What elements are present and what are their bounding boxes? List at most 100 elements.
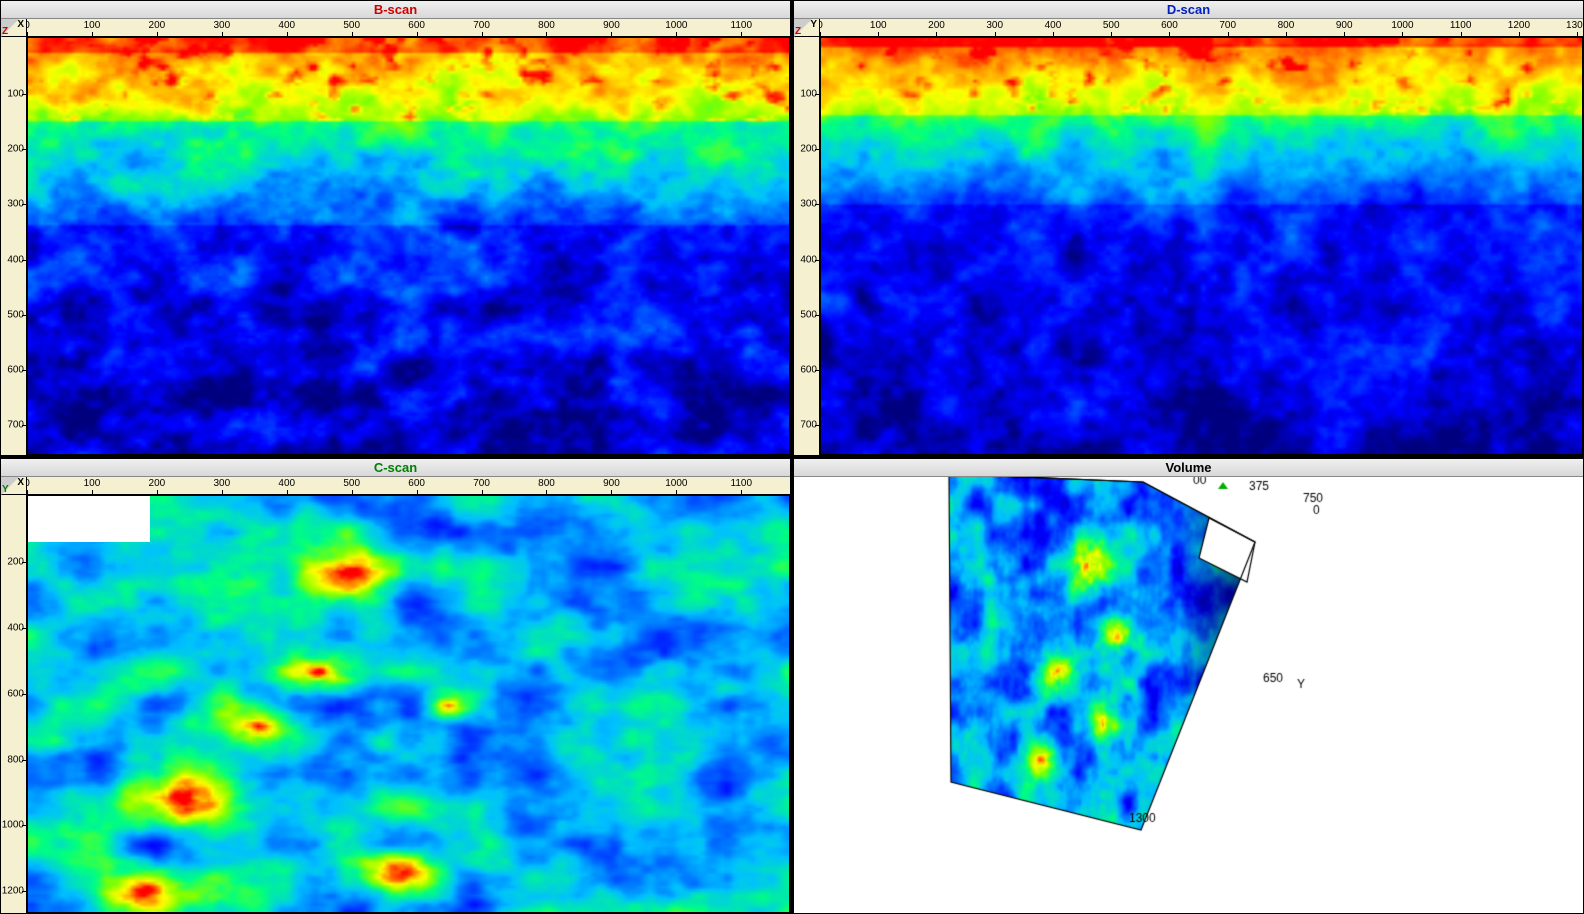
axis-tick-label: 1100 [1450,20,1472,31]
axis-tick-label: 100 [870,20,887,31]
axis-tick-mark [1169,32,1170,36]
axis-corner-cscan: X Y [1,477,27,495]
corner-y-label: Z [795,26,801,37]
axis-tick-label: 600 [7,688,24,699]
corner-y-label: Z [2,26,8,37]
heatmap-cscan[interactable] [27,495,790,913]
empty-region [28,496,150,542]
panel-bscan[interactable]: B-scan X Z 100200300400500600700 0100200… [0,0,791,456]
x-axis-dscan[interactable]: 0100200300400500600700800900100011001200… [820,19,1583,37]
y-axis-bscan[interactable]: 100200300400500600700 [1,19,27,455]
axis-corner-bscan: X Z [1,19,27,37]
axis-tick-mark [157,490,158,494]
axis-tick-label: 500 [343,478,360,489]
axis-tick-label: 200 [7,557,24,568]
axis-tick-label: 1000 [1391,20,1413,31]
axis-tick-label: 1000 [665,20,687,31]
panel-cscan[interactable]: C-scan X Y 20040060080010001200 01002003… [0,458,791,914]
axis-tick-label: 300 [7,199,24,210]
panel-dscan[interactable]: D-scan Y Z 100200300400500600700 0100200… [793,0,1584,456]
axis-tick-mark [92,490,93,494]
axis-tick-mark [676,32,677,36]
axis-tick-mark [1111,32,1112,36]
axis-tick-label: 800 [538,20,555,31]
axis-tick-mark [27,32,28,36]
axis-tick-mark [1461,32,1462,36]
axis-tick-label: 400 [7,623,24,634]
corner-x-label: X [17,19,24,30]
axis-tick-label: 700 [473,20,490,31]
axis-tick-mark [1053,32,1054,36]
axis-tick-mark [1286,32,1287,36]
axis-tick-label: 1100 [731,478,753,489]
axis-tick-label: 600 [408,20,425,31]
heatmap-bscan[interactable] [27,37,790,455]
axis-tick-mark [417,490,418,494]
panel-title-dscan: D-scan [794,1,1583,19]
heatmap-canvas [821,38,1582,454]
axis-tick-label: 700 [800,420,817,431]
axis-tick-label: 200 [149,20,166,31]
axis-tick-mark [995,32,996,36]
axis-tick-label: 600 [408,478,425,489]
axis-tick-mark [287,490,288,494]
y-axis-cscan[interactable]: 20040060080010001200 [1,477,27,913]
corner-y-label: Y [2,484,9,495]
axis-tick-mark [820,32,821,36]
axis-tick-mark [1344,32,1345,36]
axis-tick-label: 200 [800,144,817,155]
axis-tick-label: 200 [149,478,166,489]
corner-x-label: X [17,477,24,488]
axis-tick-label: 1200 [2,886,24,897]
axis-tick-label: 700 [473,478,490,489]
axis-tick-label: 600 [800,364,817,375]
axis-tick-mark [352,32,353,36]
axis-tick-mark [482,490,483,494]
plot-cscan: X Y 20040060080010001200 010020030040050… [1,477,790,913]
axis-tick-mark [1228,32,1229,36]
heatmap-canvas [28,496,789,912]
axis-corner-dscan: Y Z [794,19,820,37]
axis-tick-label: 300 [213,478,230,489]
axis-tick-mark [27,490,28,494]
axis-tick-label: 300 [800,199,817,210]
axis-tick-mark [936,32,937,36]
axis-tick-mark [417,32,418,36]
axis-tick-label: 200 [928,20,945,31]
axis-tick-mark [1519,32,1520,36]
axis-tick-mark [611,490,612,494]
x-axis-cscan[interactable]: 010020030040050060070080090010001100 [27,477,790,495]
axis-tick-label: 400 [1045,20,1062,31]
axis-tick-label: 500 [343,20,360,31]
panel-volume[interactable]: Volume [793,458,1584,914]
axis-tick-label: 1300 [1566,20,1584,31]
axis-tick-label: 1200 [1508,20,1530,31]
axis-tick-label: 400 [278,20,295,31]
scan-grid: B-scan X Z 100200300400500600700 0100200… [0,0,1584,914]
axis-tick-label: 400 [278,478,295,489]
heatmap-canvas [28,38,789,454]
axis-tick-mark [1402,32,1403,36]
y-axis-dscan[interactable]: 100200300400500600700 [794,19,820,455]
x-axis-bscan[interactable]: 010020030040050060070080090010001100 [27,19,790,37]
panel-title-volume: Volume [794,459,1583,477]
axis-tick-label: 400 [800,254,817,265]
axis-tick-label: 400 [7,254,24,265]
axis-tick-label: 600 [1161,20,1178,31]
axis-tick-label: 700 [7,420,24,431]
axis-tick-label: 1000 [665,478,687,489]
axis-tick-label: 300 [213,20,230,31]
axis-tick-mark [741,490,742,494]
axis-tick-label: 200 [7,144,24,155]
axis-tick-mark [741,32,742,36]
axis-tick-label: 500 [7,309,24,320]
axis-tick-label: 800 [1278,20,1295,31]
volume-canvas [794,477,1583,913]
volume-3d-view[interactable] [794,477,1583,913]
axis-tick-mark [92,32,93,36]
axis-tick-label: 300 [986,20,1003,31]
axis-tick-mark [676,490,677,494]
heatmap-dscan[interactable] [820,37,1583,455]
axis-tick-mark [287,32,288,36]
axis-tick-mark [546,490,547,494]
